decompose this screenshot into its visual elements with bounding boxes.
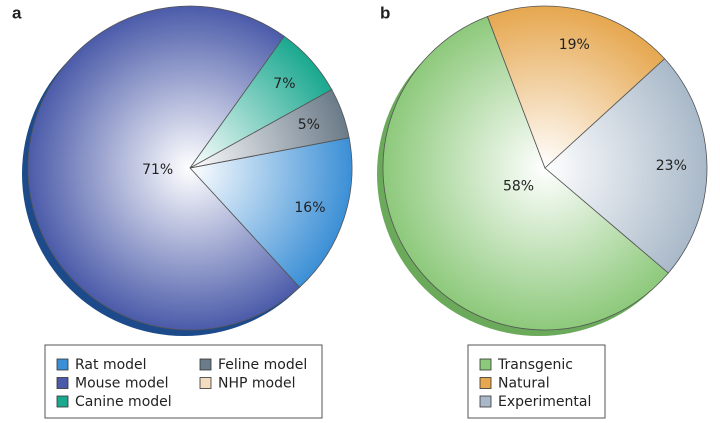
value-label: 23% — [656, 158, 687, 174]
legend-label: Transgenic — [497, 357, 573, 373]
legend-label: NHP model — [218, 376, 296, 392]
pie-slice — [544, 58, 708, 274]
pie-slice — [189, 89, 350, 169]
legend-label: Feline model — [218, 357, 307, 373]
legend-swatch — [199, 377, 212, 389]
value-label: 5% — [298, 117, 320, 133]
legend-label: Rat model — [75, 357, 147, 373]
legend-label: Canine model — [75, 394, 172, 410]
legend-swatch — [479, 358, 492, 371]
pie-slice — [189, 137, 353, 288]
pie-slice — [27, 5, 301, 331]
legend-label: Experimental — [498, 394, 591, 410]
pie-slice — [382, 16, 669, 331]
legend-swatch — [199, 358, 212, 371]
legend-label: Mouse model — [75, 376, 168, 392]
value-label: 7% — [273, 76, 295, 92]
legend-label: Natural — [498, 376, 550, 392]
panel-label: a — [12, 3, 22, 22]
pie-slice — [486, 5, 666, 169]
legend-swatch — [56, 377, 69, 389]
value-label: 16% — [294, 200, 325, 216]
value-label: 19% — [559, 37, 590, 53]
panel-label: b — [380, 3, 390, 22]
legend-swatch — [479, 395, 492, 408]
value-label: 71% — [142, 162, 173, 178]
legend-swatch — [479, 377, 492, 389]
value-label: 58% — [503, 179, 534, 195]
legend-swatch — [56, 358, 69, 371]
legend-box — [44, 344, 323, 419]
legend-swatch — [56, 395, 69, 408]
